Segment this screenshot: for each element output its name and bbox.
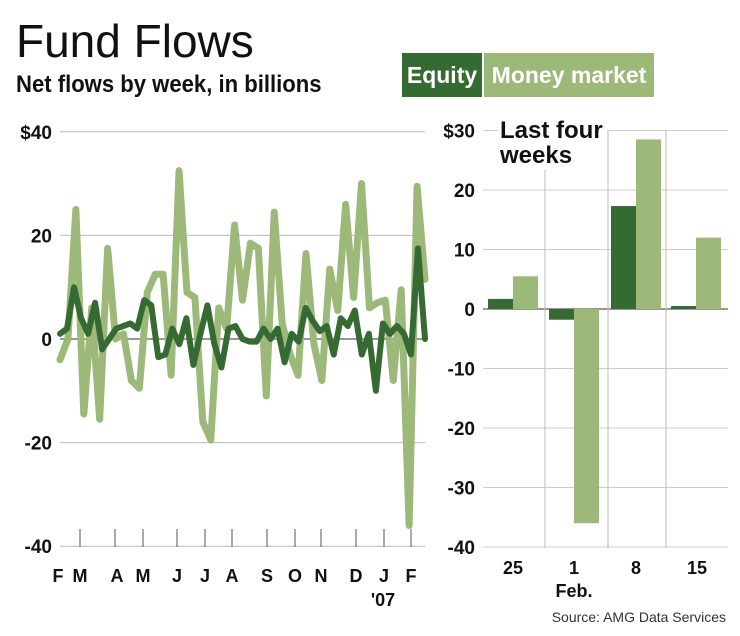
chart-subtitle: Net flows by week, in billions — [16, 71, 322, 98]
legend-money-market: Money market — [484, 53, 654, 97]
money-market-bar — [513, 276, 538, 309]
legend-equity: Equity — [402, 53, 482, 97]
category-sublabel: Feb. — [555, 581, 592, 601]
y-tick-label: 20 — [454, 181, 475, 202]
category-label: 8 — [631, 558, 641, 578]
x-tick-label: O — [288, 566, 302, 586]
chart-title: Fund Flows — [16, 15, 254, 67]
equity-line — [57, 245, 428, 394]
x-tick-label: J — [379, 566, 389, 586]
legend: Equity Money market — [402, 53, 654, 97]
y-tick-label: 10 — [454, 241, 475, 262]
inset-title-line1: Last four — [500, 117, 603, 144]
equity-bar — [488, 298, 513, 309]
x-tick-label: F — [406, 566, 417, 586]
y-tick-label: 0 — [41, 330, 52, 351]
y-tick-label: -40 — [25, 537, 52, 558]
x-tick-label: M — [136, 566, 151, 586]
source-note: Source: AMG Data Services — [551, 609, 726, 625]
y-tick-label: $40 — [20, 123, 52, 144]
y-tick-label: -10 — [448, 360, 475, 381]
money-market-bar — [696, 237, 721, 309]
inset-title-line2: weeks — [500, 142, 573, 170]
y-tick-label: 20 — [31, 226, 52, 247]
x-tick-label: S — [261, 566, 273, 586]
x-tick-label: A — [226, 566, 239, 586]
category-label: 25 — [503, 558, 523, 578]
x-tick-label: J — [172, 566, 182, 586]
y-tick-label: -20 — [448, 419, 475, 440]
category-label: 1 — [569, 558, 579, 578]
y-tick-label: -30 — [448, 479, 475, 500]
y-tick-label: -40 — [448, 538, 475, 559]
money-market-line — [56, 167, 429, 529]
year-annotation: '07 — [371, 590, 395, 610]
x-tick-label: D — [350, 566, 363, 586]
y-tick-label: 0 — [464, 300, 475, 321]
y-tick-label: -20 — [25, 434, 52, 455]
x-tick-label: J — [200, 566, 210, 586]
money-market-bar — [574, 309, 599, 524]
y-tick-label: $30 — [443, 122, 475, 143]
equity-bar — [549, 309, 574, 320]
money-market-bar — [636, 139, 661, 309]
category-label: 15 — [687, 558, 707, 578]
inset-title: Last four weeks — [498, 117, 607, 171]
x-tick-label: A — [111, 566, 124, 586]
x-tick-label: N — [315, 566, 328, 586]
x-tick-label: F — [53, 566, 64, 586]
equity-bar — [611, 206, 636, 309]
equity-bar — [671, 306, 696, 309]
x-tick-label: M — [73, 566, 88, 586]
